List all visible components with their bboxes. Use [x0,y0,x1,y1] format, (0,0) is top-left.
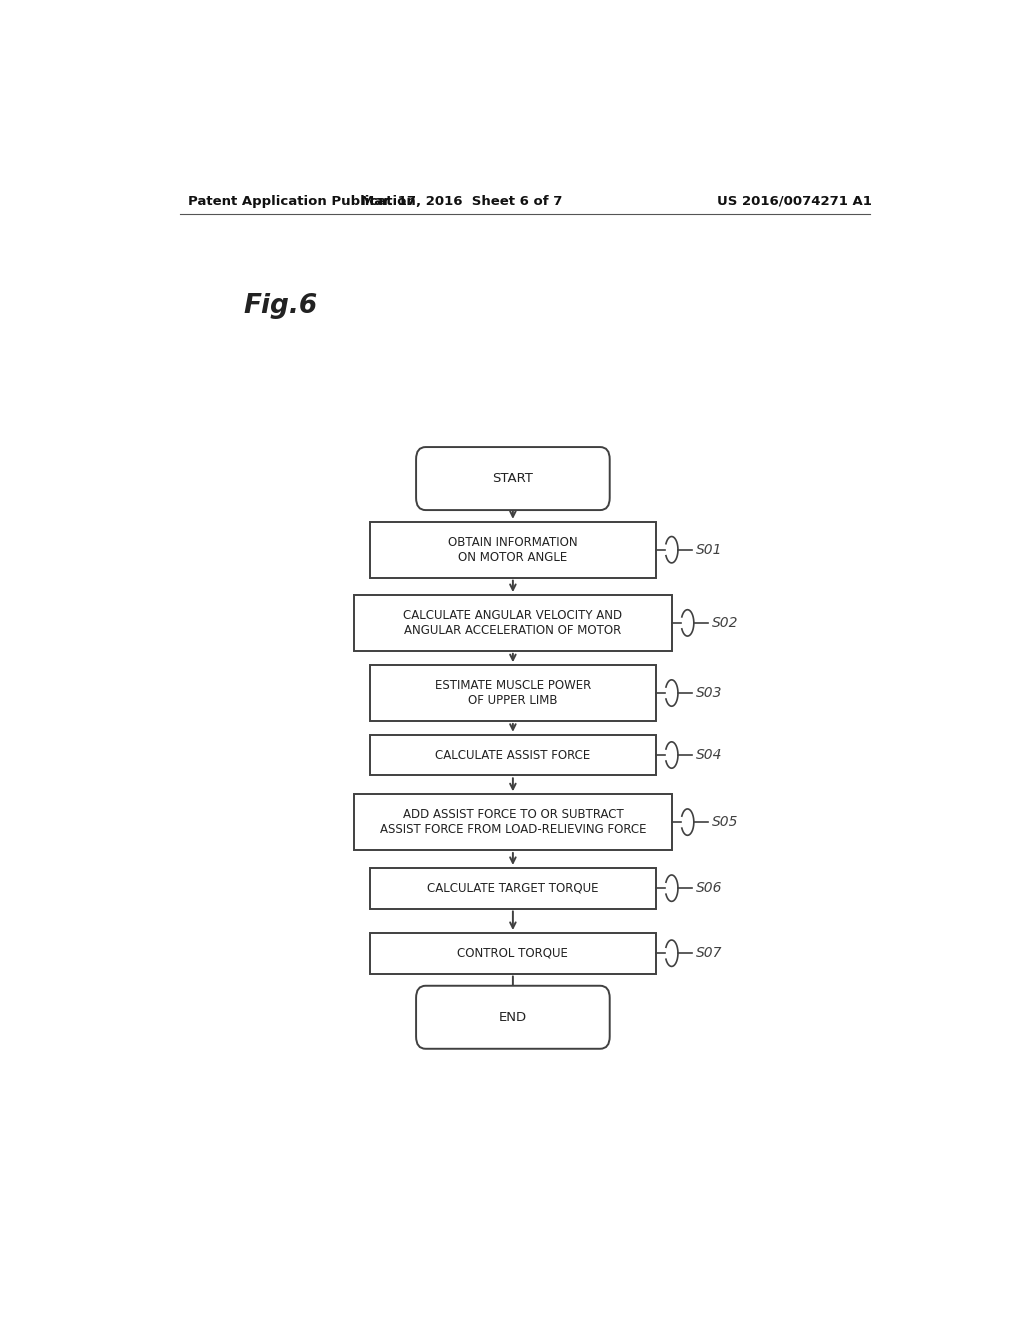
Text: S04: S04 [696,748,723,762]
Text: CALCULATE TARGET TORQUE: CALCULATE TARGET TORQUE [427,882,599,895]
FancyBboxPatch shape [370,665,655,721]
Text: S07: S07 [696,946,723,960]
Text: CALCULATE ASSIST FORCE: CALCULATE ASSIST FORCE [435,748,591,762]
Text: S01: S01 [696,543,723,557]
FancyBboxPatch shape [416,986,609,1049]
Text: OBTAIN INFORMATION
ON MOTOR ANGLE: OBTAIN INFORMATION ON MOTOR ANGLE [449,536,578,564]
Text: S05: S05 [712,816,738,829]
Text: CALCULATE ANGULAR VELOCITY AND
ANGULAR ACCELERATION OF MOTOR: CALCULATE ANGULAR VELOCITY AND ANGULAR A… [403,609,623,636]
FancyBboxPatch shape [370,521,655,578]
Text: Patent Application Publication: Patent Application Publication [187,194,416,207]
Text: START: START [493,473,534,484]
Text: S03: S03 [696,686,723,700]
Text: S02: S02 [712,616,738,630]
FancyBboxPatch shape [354,595,672,651]
FancyBboxPatch shape [354,795,672,850]
Text: Mar. 17, 2016  Sheet 6 of 7: Mar. 17, 2016 Sheet 6 of 7 [360,194,562,207]
Text: ESTIMATE MUSCLE POWER
OF UPPER LIMB: ESTIMATE MUSCLE POWER OF UPPER LIMB [435,678,591,708]
Text: ADD ASSIST FORCE TO OR SUBTRACT
ASSIST FORCE FROM LOAD-RELIEVING FORCE: ADD ASSIST FORCE TO OR SUBTRACT ASSIST F… [380,808,646,836]
FancyBboxPatch shape [370,735,655,775]
Text: US 2016/0074271 A1: US 2016/0074271 A1 [717,194,872,207]
FancyBboxPatch shape [370,867,655,908]
Text: S06: S06 [696,882,723,895]
Text: CONTROL TORQUE: CONTROL TORQUE [458,946,568,960]
FancyBboxPatch shape [370,933,655,974]
Text: END: END [499,1011,527,1024]
Text: Fig.6: Fig.6 [243,293,317,318]
FancyBboxPatch shape [416,447,609,510]
